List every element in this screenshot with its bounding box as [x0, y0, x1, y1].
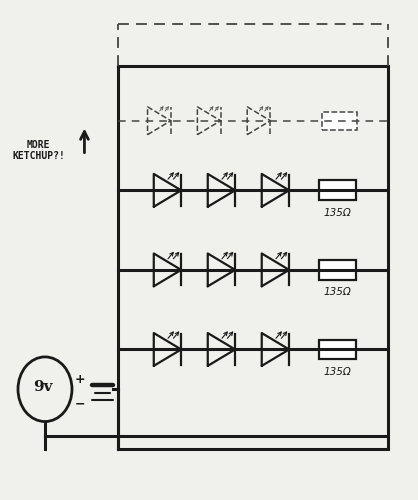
Text: +: +: [75, 373, 86, 386]
Text: 135Ω: 135Ω: [324, 367, 352, 377]
Bar: [319, 180, 357, 201]
Bar: [322, 112, 357, 130]
Text: −: −: [75, 398, 86, 410]
Text: MORE
KETCHUP?!: MORE KETCHUP?!: [12, 140, 65, 162]
Bar: [319, 340, 357, 359]
Bar: [319, 260, 357, 280]
Text: 135Ω: 135Ω: [324, 208, 352, 218]
Text: 135Ω: 135Ω: [324, 288, 352, 298]
Text: 9v: 9v: [33, 380, 53, 394]
